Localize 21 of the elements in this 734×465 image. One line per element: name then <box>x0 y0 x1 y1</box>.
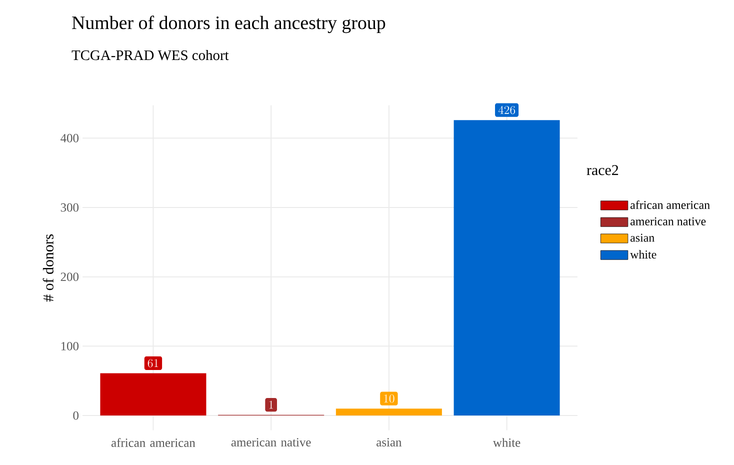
data-label: 61 <box>148 359 158 368</box>
legend-label: african american <box>630 200 710 210</box>
chart-title: Number of donors in each ancestry group <box>72 16 386 34</box>
y-tick-label: 0 <box>73 411 79 420</box>
legend-label: white <box>630 250 656 259</box>
y-tick-label: 100 <box>61 342 79 350</box>
y-tick-label: 400 <box>60 134 79 142</box>
legend-label: american native <box>630 217 706 226</box>
chart-subtitle: TCGA-PRAD WES cohort <box>72 50 229 60</box>
legend-label: asian <box>630 234 654 242</box>
y-tick-label: 300 <box>60 203 79 212</box>
y-tick-label: 200 <box>60 272 79 282</box>
data-label: 10 <box>384 394 394 403</box>
data-label: 1 <box>269 400 274 409</box>
x-tick-label: african american <box>111 438 196 447</box>
x-tick-label: american native <box>231 438 311 446</box>
data-label: 426 <box>498 106 516 114</box>
x-tick-label: asian <box>376 438 402 446</box>
legend-title: race2 <box>586 165 618 176</box>
x-tick-label: white <box>492 438 520 447</box>
y-axis-title: # of donors <box>42 234 54 302</box>
